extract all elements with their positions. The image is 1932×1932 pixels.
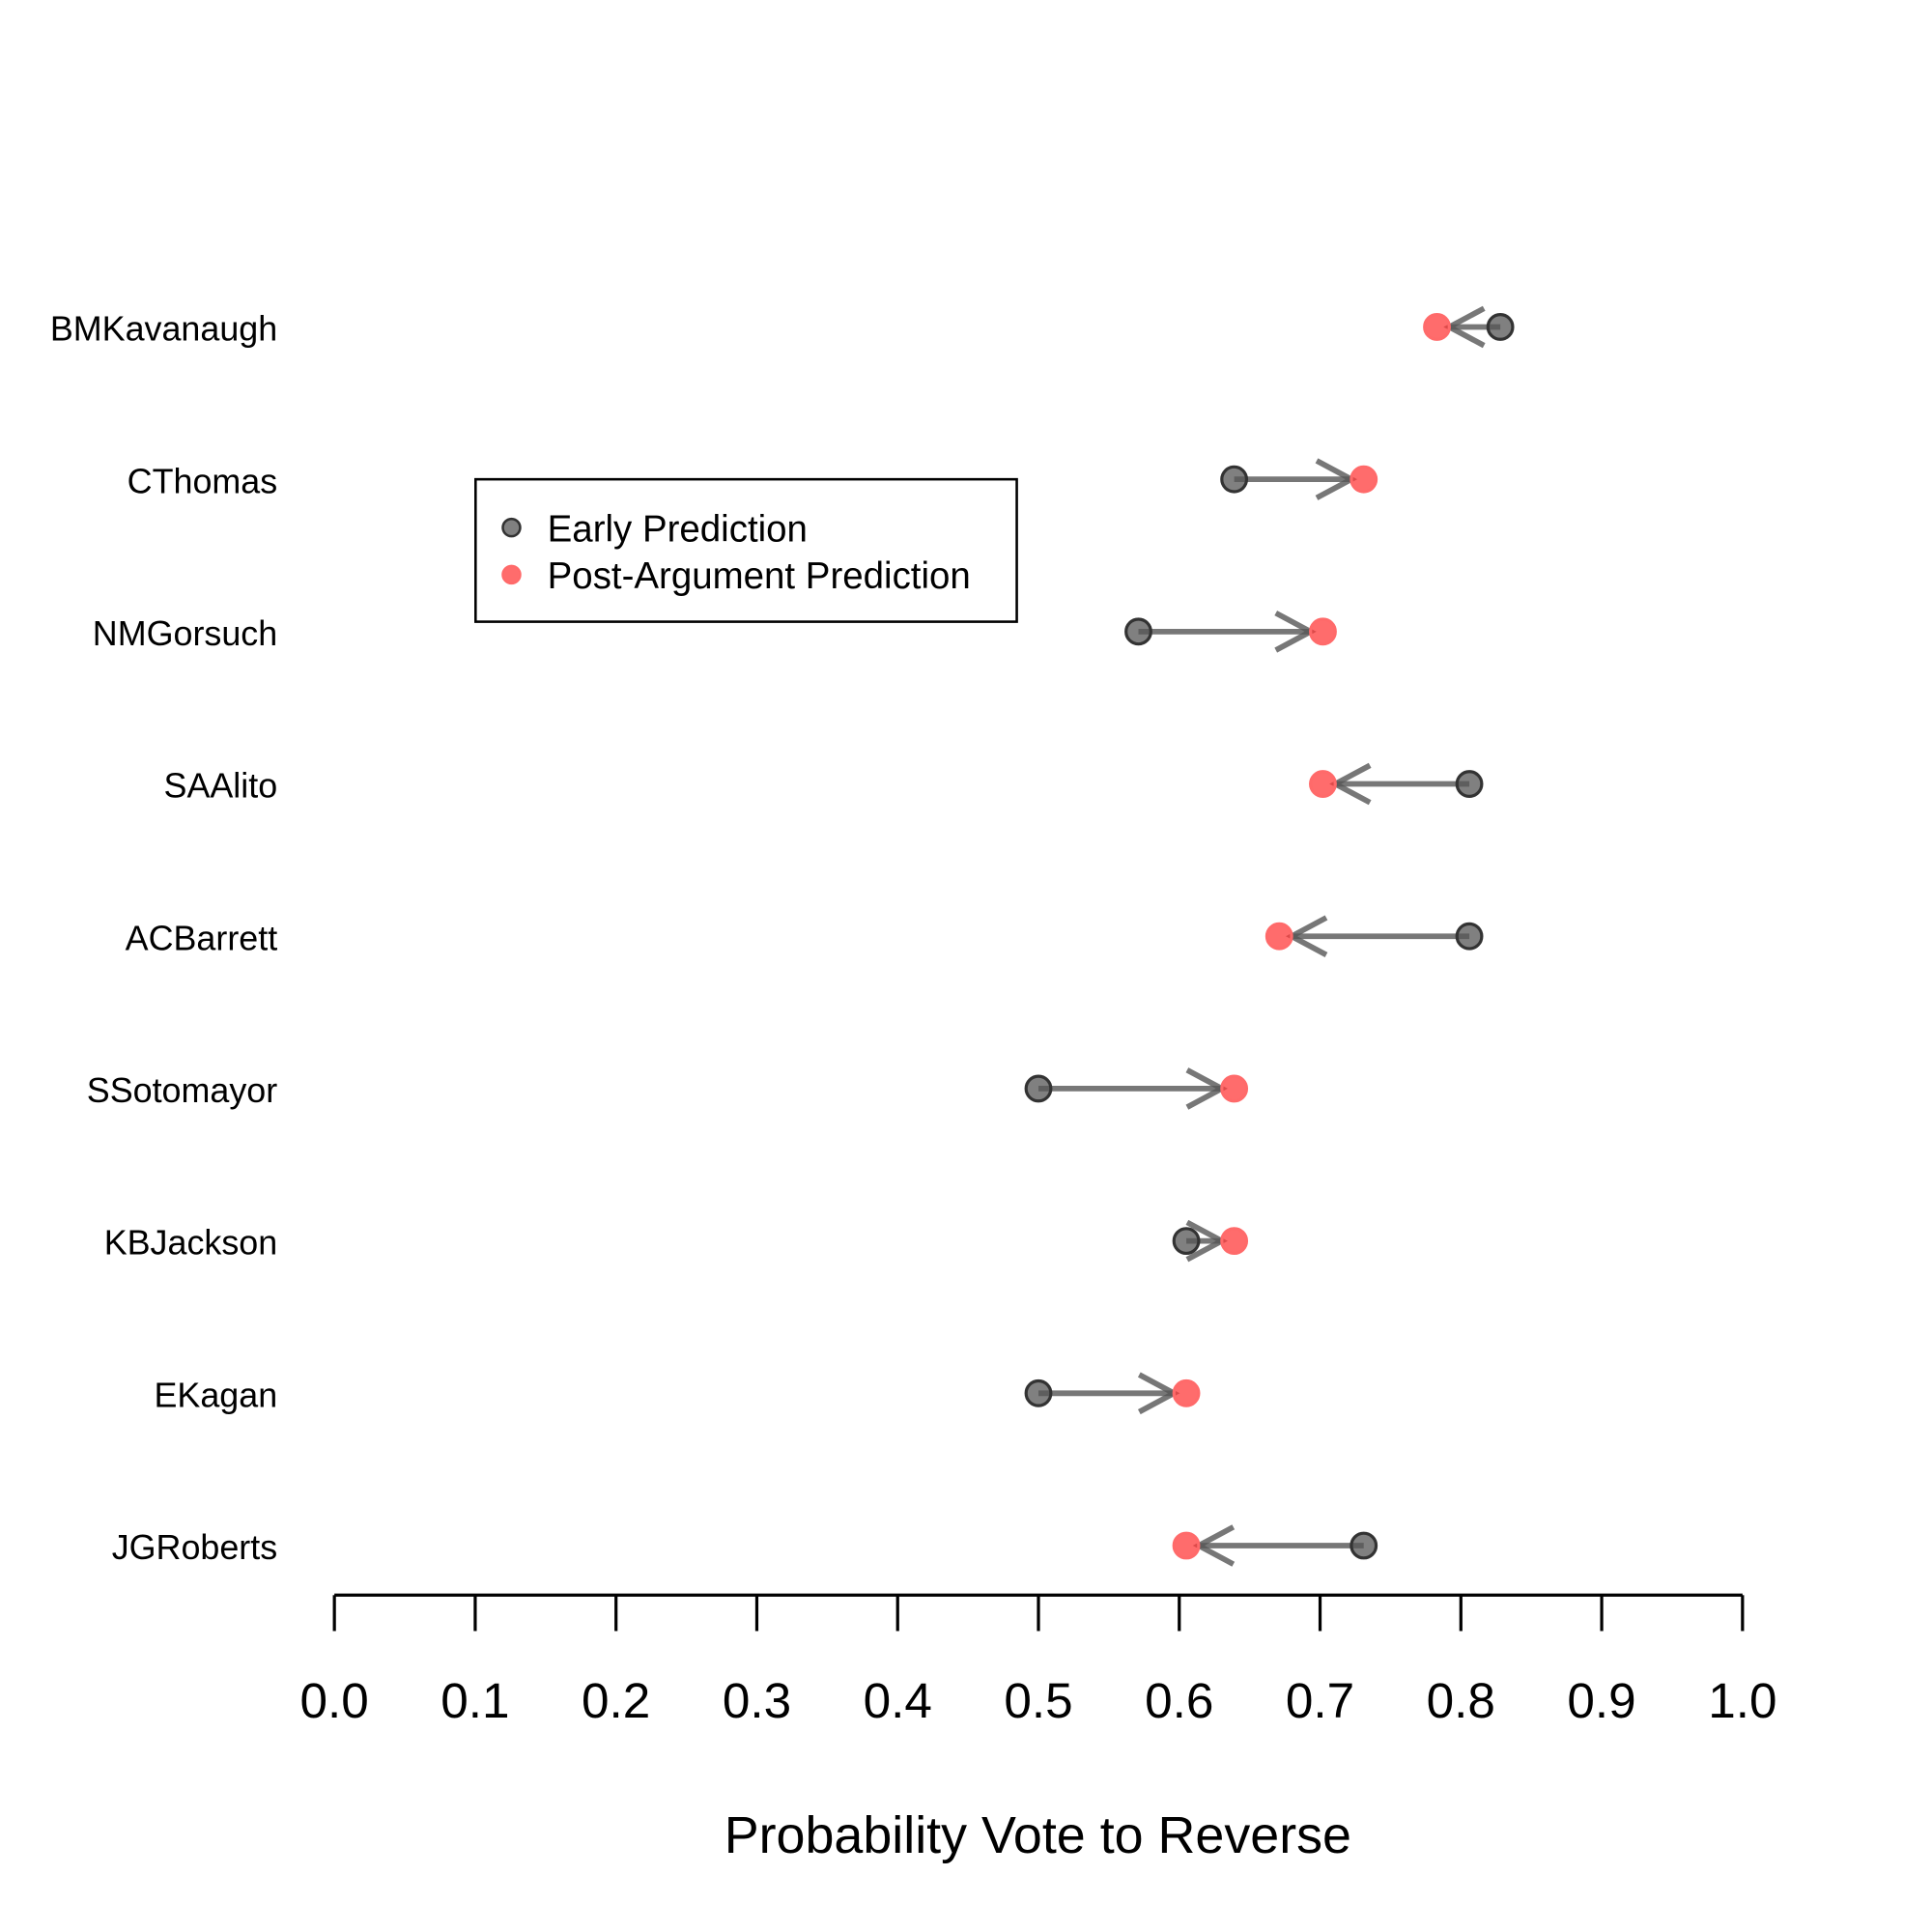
row-label: SSotomayor — [87, 1071, 277, 1110]
row-ekagan: EKagan — [155, 1372, 1201, 1414]
x-tick-label: 0.2 — [582, 1673, 650, 1728]
post-argument-prediction-point — [1220, 1074, 1249, 1103]
legend-box — [474, 477, 1018, 623]
x-tick-label: 0.6 — [1145, 1673, 1213, 1728]
row-label: EKagan — [155, 1376, 278, 1414]
row-kbjackson: KBJackson — [104, 1219, 1249, 1263]
post-argument-prediction-point — [1172, 1378, 1201, 1407]
early-prediction-point — [1220, 465, 1249, 494]
row-label: SAAlito — [164, 767, 278, 806]
row-label: KBJackson — [104, 1224, 277, 1263]
row-label: NMGorsuch — [93, 614, 277, 653]
x-tick-label: 0.7 — [1286, 1673, 1354, 1728]
post-argument-prediction-point — [1172, 1531, 1201, 1560]
post-argument-prediction-point — [1423, 313, 1451, 341]
early-prediction-point — [1024, 1074, 1053, 1103]
row-acbarrett: ACBarrett — [126, 915, 1484, 957]
legend-marker-post — [501, 564, 522, 585]
x-tick-label: 0.8 — [1427, 1673, 1495, 1728]
early-prediction-point — [1486, 313, 1515, 341]
early-prediction-point — [1124, 617, 1152, 646]
row-saalito: SAAlito — [164, 762, 1484, 806]
early-prediction-point — [1024, 1378, 1053, 1407]
legend-marker-early — [501, 517, 522, 538]
x-tick-label: 0.9 — [1567, 1673, 1635, 1728]
early-prediction-point — [1172, 1227, 1201, 1256]
x-tick-label: 0.3 — [723, 1673, 791, 1728]
legend-label-post: Post-Argument Prediction — [548, 555, 971, 597]
x-tick-label: 0.1 — [440, 1673, 509, 1728]
row-ssotomayor: SSotomayor — [87, 1067, 1249, 1110]
row-bmkavanaugh: BMKavanaugh — [50, 305, 1515, 349]
post-argument-prediction-point — [1220, 1227, 1249, 1256]
row-label: JGRoberts — [112, 1528, 277, 1567]
row-nmgorsuch: NMGorsuch — [93, 611, 1337, 653]
row-jgroberts: JGRoberts — [112, 1524, 1378, 1567]
x-axis: 0.0 0.1 0.2 0.3 0.4 0.5 0.6 0.7 0.8 0.9 1.0 — [300, 1593, 1776, 1728]
early-prediction-point — [1350, 1531, 1378, 1560]
row-cthomas: CThomas — [128, 458, 1378, 500]
x-tick-label: 1.0 — [1708, 1673, 1776, 1728]
row-label: BMKavanaugh — [50, 310, 277, 349]
legend-label-early: Early Prediction — [548, 508, 808, 550]
post-argument-prediction-point — [1264, 922, 1293, 951]
legend: Early Prediction Post-Argument Predictio… — [474, 477, 1018, 623]
post-argument-prediction-point — [1350, 465, 1378, 494]
row-label: ACBarrett — [126, 919, 278, 957]
early-prediction-point — [1455, 770, 1484, 798]
post-argument-prediction-point — [1309, 770, 1337, 798]
x-tick-label: 0.4 — [864, 1673, 932, 1728]
row-label: CThomas — [128, 462, 277, 500]
early-prediction-point — [1455, 922, 1484, 951]
x-axis-label: Probability Vote to Reverse — [724, 1806, 1351, 1864]
post-argument-prediction-point — [1309, 617, 1337, 646]
x-tick-label: 0.0 — [300, 1673, 369, 1728]
x-tick-label: 0.5 — [1004, 1673, 1072, 1728]
